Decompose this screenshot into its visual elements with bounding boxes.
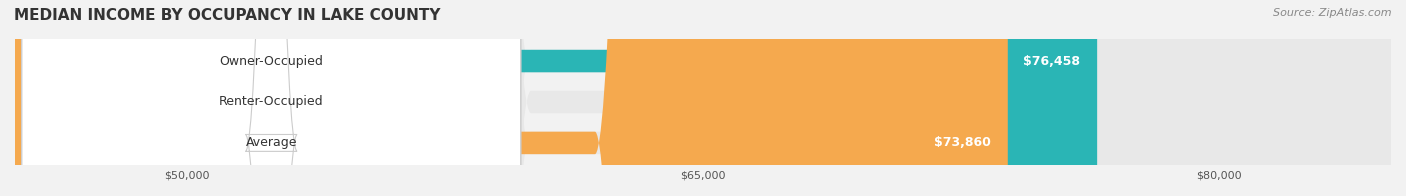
Text: Renter-Occupied: Renter-Occupied xyxy=(219,95,323,108)
FancyBboxPatch shape xyxy=(0,0,427,196)
Text: MEDIAN INCOME BY OCCUPANCY IN LAKE COUNTY: MEDIAN INCOME BY OCCUPANCY IN LAKE COUNT… xyxy=(14,8,440,23)
Text: Average: Average xyxy=(246,136,297,149)
FancyBboxPatch shape xyxy=(15,0,1008,196)
Text: $50,000: $50,000 xyxy=(112,95,170,108)
FancyBboxPatch shape xyxy=(15,0,1391,196)
Text: $76,458: $76,458 xyxy=(1024,54,1080,68)
FancyBboxPatch shape xyxy=(15,0,1391,196)
FancyBboxPatch shape xyxy=(15,0,1391,196)
Text: Source: ZipAtlas.com: Source: ZipAtlas.com xyxy=(1274,8,1392,18)
FancyBboxPatch shape xyxy=(22,0,520,196)
Text: Owner-Occupied: Owner-Occupied xyxy=(219,54,323,68)
FancyBboxPatch shape xyxy=(15,0,1097,196)
FancyBboxPatch shape xyxy=(22,0,520,196)
Text: $73,860: $73,860 xyxy=(934,136,991,149)
FancyBboxPatch shape xyxy=(22,0,520,196)
